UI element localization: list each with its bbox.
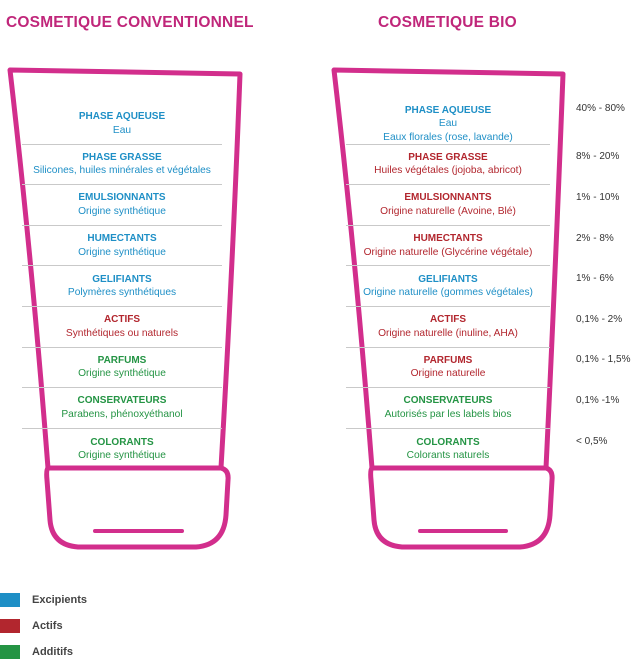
percentage-label: 8% - 20% [576,151,620,163]
ingredient-row: ACTIFS Synthétiques ou naturels [22,307,222,348]
legend-item-additifs: Additifs [0,644,73,660]
percentage-label: 2% - 8% [576,232,614,244]
ingredient-name: COLORANTS [90,436,154,448]
ingredient-row: HUMECTANTS Origine naturelle (Glycérine v… [346,226,550,267]
ingredients-bio: PHASE AQUEUSE Eau Eaux florales (rose, lav… [346,104,550,469]
ingredient-row: CONSERVATEURS Autorisés par les labels bi… [346,388,550,429]
ingredient-desc: Silicones, huiles minérales et végétales [33,165,211,177]
ingredient-name: ACTIFS [103,314,141,326]
ingredient-desc: Origine naturelle (Avoine, Blé) [380,205,516,217]
ingredient-row: ACTIFS Origine naturelle (inuline, AHA) [346,307,550,348]
legend-item-actifs: Actifs [0,618,63,634]
ingredient-desc: Eau [112,124,132,136]
ingredient-desc: Origine synthétique [78,450,166,462]
ingredient-row: EMULSIONNANTS Origine naturelle (Avoine, … [346,185,550,226]
ingredient-name: HUMECTANTS [413,233,483,245]
title-conventionnel: COSMETIQUE CONVENTIONNEL [6,14,254,31]
ingredient-name: EMULSIONNANTS [404,192,492,204]
ingredient-desc: Origine naturelle (Glycérine végétale) [363,246,533,258]
ingredient-name: ACTIFS [429,314,467,326]
ingredients-conventionnel: PHASE AQUEUSE Eau PHASE GRASSE Silicones, h… [22,104,222,469]
title-bio: COSMETIQUE BIO [378,14,517,31]
ingredient-row: GELIFIANTS Polymères synthétiques [22,266,222,307]
percentage-label: 1% - 6% [576,273,614,285]
ingredient-name: PHASE AQUEUSE [404,104,492,116]
ingredient-desc: Synthétiques ou naturels [65,327,179,339]
legend-label: Excipients [32,594,88,606]
legend-label: Additifs [32,646,73,658]
ingredient-row: COLORANTS Colorants naturels [346,429,550,470]
ingredient-name: PHASE AQUEUSE [78,111,166,123]
ingredient-row: HUMECTANTS Origine synthétique [22,226,222,267]
tube-cap-right [368,465,555,550]
legend-swatch [0,619,20,633]
ingredient-desc: Origine synthétique [78,246,166,258]
legend-swatch [0,593,20,607]
ingredient-name: CONSERVATEURS [403,395,493,407]
ingredient-name: HUMECTANTS [87,233,157,245]
ingredient-row: PHASE GRASSE Silicones, huiles minérales … [22,145,222,186]
percentage-label: < 0,5% [576,435,608,447]
tube-cap-left [44,465,231,550]
ingredient-desc: Parabens, phénoxyéthanol [61,408,183,420]
ingredient-desc: Origine naturelle [410,368,486,380]
ingredient-desc: Origine naturelle (inuline, AHA) [378,327,518,339]
percentage-label: 40% - 80% [576,102,625,114]
ingredient-desc: Polymères synthétiques [67,287,177,299]
ingredient-row: PHASE AQUEUSE Eau Eaux florales (rose, lav… [346,104,550,145]
ingredient-desc: Autorisés par les labels bios [384,408,512,420]
ingredient-row: CONSERVATEURS Parabens, phénoxyéthanol [22,388,222,429]
legend-label: Actifs [32,620,63,632]
ingredient-row: PARFUMS Origine naturelle [346,348,550,389]
ingredient-desc: Huiles végétales (jojoba, abricot) [374,165,522,177]
ingredient-name: PARFUMS [97,354,147,366]
percentage-label: 1% - 10% [576,191,620,203]
ingredient-name: PHASE GRASSE [408,151,488,163]
percentage-label: 0,1% - 1,5% [576,354,631,366]
ingredient-desc: Origine naturelle (gommes végétales) [363,287,533,299]
ingredient-name: GELIFIANTS [418,273,478,285]
ingredient-desc: Colorants naturels [406,450,490,462]
ingredient-desc: Origine synthétique [78,368,166,380]
ingredient-name: PHASE GRASSE [82,151,162,163]
legend-item-excipients: Excipients [0,592,87,608]
percentage-label: 0,1% -1% [576,394,620,406]
ingredient-name: PARFUMS [423,354,473,366]
ingredient-desc: Origine synthétique [78,205,166,217]
ingredient-row: GELIFIANTS Origine naturelle (gommes végé… [346,266,550,307]
ingredient-row: EMULSIONNANTS Origine synthétique [22,185,222,226]
ingredient-desc-2: Eaux florales (rose, lavande) [383,131,513,143]
ingredient-row: PHASE GRASSE Huiles végétales (jojoba, ab… [346,145,550,186]
legend-swatch [0,645,20,659]
ingredient-name: GELIFIANTS [92,273,152,285]
ingredient-row: PHASE AQUEUSE Eau [22,104,222,145]
ingredient-desc: Eau [438,118,458,130]
ingredient-row: COLORANTS Origine synthétique [22,429,222,470]
ingredient-name: CONSERVATEURS [77,395,167,407]
ingredient-name: COLORANTS [416,436,480,448]
percentage-label: 0,1% - 2% [576,313,623,325]
ingredient-name: EMULSIONNANTS [78,192,166,204]
ingredient-row: PARFUMS Origine synthétique [22,348,222,389]
